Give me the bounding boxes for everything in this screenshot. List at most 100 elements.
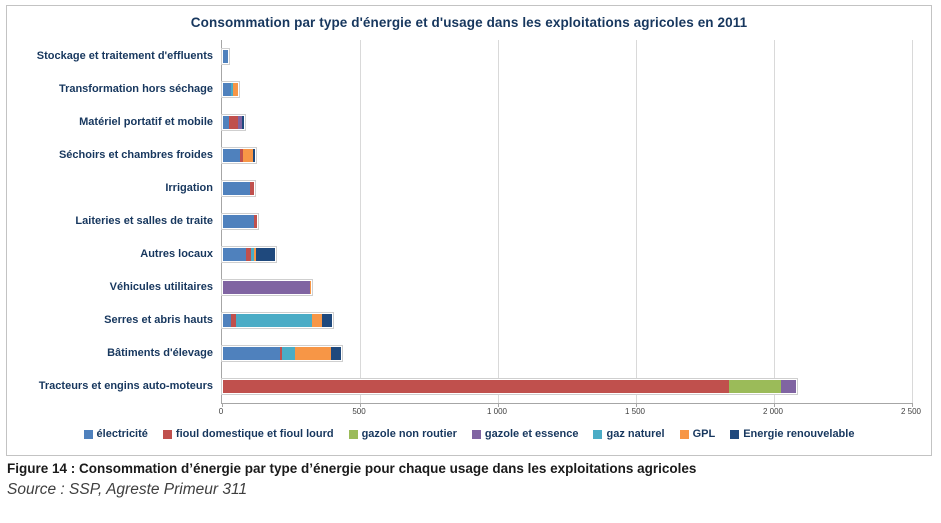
x-axis-tick-mark: [222, 403, 223, 407]
legend-item: Energie renouvelable: [730, 428, 854, 440]
x-axis-tick-label: 500: [352, 407, 366, 416]
x-axis-tick-mark: [498, 403, 499, 407]
legend-swatch-icon: [593, 429, 603, 439]
x-axis-tick-label: 1 500: [624, 407, 646, 416]
category-label: Véhicules utilitaires: [109, 280, 213, 293]
gridline: [774, 40, 775, 403]
bar-zone: [221, 238, 931, 271]
bar-row: Stockage et traitement d'effluents: [7, 40, 931, 73]
bar-segment: [229, 116, 238, 129]
stacked-bar: [221, 345, 343, 362]
legend-label: gaz naturel: [606, 428, 665, 440]
bar-segment: [223, 182, 250, 195]
legend-label: gazole non routier: [361, 428, 457, 440]
stacked-bar: [221, 180, 256, 197]
bar-row: Irrigation: [7, 172, 931, 205]
stacked-bar: [221, 81, 240, 98]
category-label: Matériel portatif et mobile: [79, 115, 213, 128]
bar-segment: [246, 248, 251, 261]
category-label: Stockage et traitement d'effluents: [36, 49, 213, 62]
bar-segment: [282, 347, 295, 360]
category-label: Serres et abris hauts: [104, 313, 213, 326]
bar-segment: [331, 347, 341, 360]
bar-row: Bâtiments d'élevage: [7, 337, 931, 370]
bar-zone: [221, 304, 931, 337]
bar-segment: [253, 149, 255, 162]
gridline: [636, 40, 637, 403]
x-axis-tick-mark: [636, 403, 637, 407]
stacked-bar: [221, 147, 257, 164]
legend-swatch-icon: [83, 429, 93, 439]
bar-segment: [322, 314, 332, 327]
bar-segment: [231, 83, 233, 96]
bar-row: Serres et abris hauts: [7, 304, 931, 337]
bar-segment: [312, 314, 322, 327]
bar-zone: [221, 337, 931, 370]
bar-segment: [223, 149, 240, 162]
bar-zone: [221, 172, 931, 205]
bar-segment: [223, 215, 254, 228]
bar-zone: [221, 271, 931, 304]
category-label: Transformation hors séchage: [58, 82, 213, 95]
legend-item: gaz naturel: [593, 428, 665, 440]
x-axis-tick-label: 2 000: [762, 407, 784, 416]
bar-row: Séchoirs et chambres froides: [7, 139, 931, 172]
x-axis-tick-mark: [912, 403, 913, 407]
bar-zone: [221, 370, 931, 403]
x-axis-tick-label: 0: [218, 407, 224, 416]
legend-item: gazole et essence: [471, 428, 579, 440]
bar-row: Laiteries et salles de traite: [7, 205, 931, 238]
x-axis-tick-mark: [360, 403, 361, 407]
stacked-bar: [221, 378, 798, 395]
bar-zone: [221, 139, 931, 172]
legend-item: électricité: [83, 428, 148, 440]
bar-segment: [310, 281, 311, 294]
stacked-bar: [221, 48, 230, 65]
category-label: Tracteurs et engins auto-moteurs: [38, 379, 213, 392]
legend-swatch-icon: [679, 429, 689, 439]
bar-segment: [250, 182, 254, 195]
legend-swatch-icon: [471, 429, 481, 439]
bar-segment: [223, 116, 229, 129]
bar-segment: [223, 380, 729, 393]
bar-rows: Stockage et traitement d'effluents Transf…: [7, 40, 931, 403]
stacked-bar: [221, 312, 334, 329]
bar-segment: [254, 215, 257, 228]
bar-segment: [223, 50, 228, 63]
bar-row: Tracteurs et engins auto-moteurs: [7, 370, 931, 403]
bar-segment: [231, 314, 236, 327]
legend-item: gazole non routier: [348, 428, 457, 440]
bar-segment: [233, 83, 238, 96]
bar-segment: [729, 380, 781, 393]
stacked-bar: [221, 213, 259, 230]
x-axis-tick-label: 2 500: [900, 407, 922, 416]
x-axis-tick-label: 1 000: [486, 407, 508, 416]
gridline: [498, 40, 499, 403]
category-label: Autres locaux: [140, 247, 213, 260]
chart-figure: Consommation par type d'énergie et d'usa…: [6, 5, 932, 456]
plot-wrap: Stockage et traitement d'effluents Transf…: [7, 40, 931, 440]
bar-segment: [236, 314, 312, 327]
legend-swatch-icon: [730, 429, 740, 439]
bar-segment: [243, 149, 253, 162]
bar-segment: [280, 347, 282, 360]
legend-label: fioul domestique et fioul lourd: [175, 428, 334, 440]
bar-segment: [242, 116, 244, 129]
bar-segment: [238, 116, 242, 129]
figure-caption: Figure 14 : Consommation d’énergie par t…: [7, 461, 697, 476]
bar-zone: [221, 73, 931, 106]
stacked-bar: [221, 246, 277, 263]
bar-row: Véhicules utilitaires: [7, 271, 931, 304]
legend-item: fioul domestique et fioul lourd: [162, 428, 334, 440]
gridline: [912, 40, 913, 403]
bar-segment: [781, 380, 796, 393]
bar-segment: [223, 314, 231, 327]
legend-label: GPL: [692, 428, 716, 440]
bar-zone: [221, 205, 931, 238]
x-axis-tick-mark: [774, 403, 775, 407]
legend-label: Energie renouvelable: [743, 428, 855, 440]
category-label: Séchoirs et chambres froides: [58, 148, 213, 161]
legend-label: gazole et essence: [484, 428, 579, 440]
legend-item: GPL: [679, 428, 716, 440]
bar-segment: [223, 347, 280, 360]
